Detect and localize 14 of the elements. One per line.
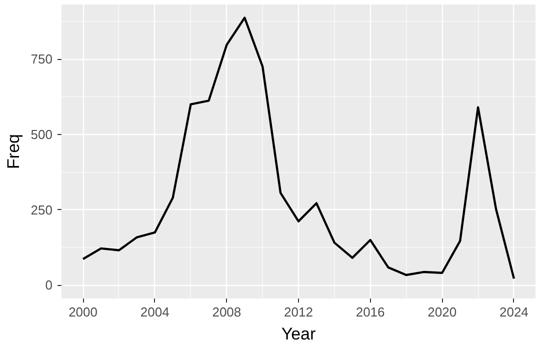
y-tick-label: 250 — [30, 202, 53, 218]
line-series — [82, 16, 516, 280]
x-tick-label: 2012 — [284, 304, 313, 320]
x-tick-label: 2000 — [68, 304, 98, 320]
x-tick-label: 2004 — [140, 304, 170, 320]
y-tick-label: 750 — [30, 52, 53, 67]
x-axis-title: Year — [281, 324, 316, 344]
x-tick-label: 2008 — [212, 304, 242, 320]
x-tick-label: 2020 — [428, 304, 457, 320]
x-tick-label: 2016 — [356, 304, 385, 320]
y-tick-label: 0 — [45, 278, 53, 293]
y-axis-title: Freq — [4, 134, 23, 169]
y-tick-label: 500 — [30, 126, 53, 142]
x-tick-label: 2024 — [499, 304, 528, 320]
